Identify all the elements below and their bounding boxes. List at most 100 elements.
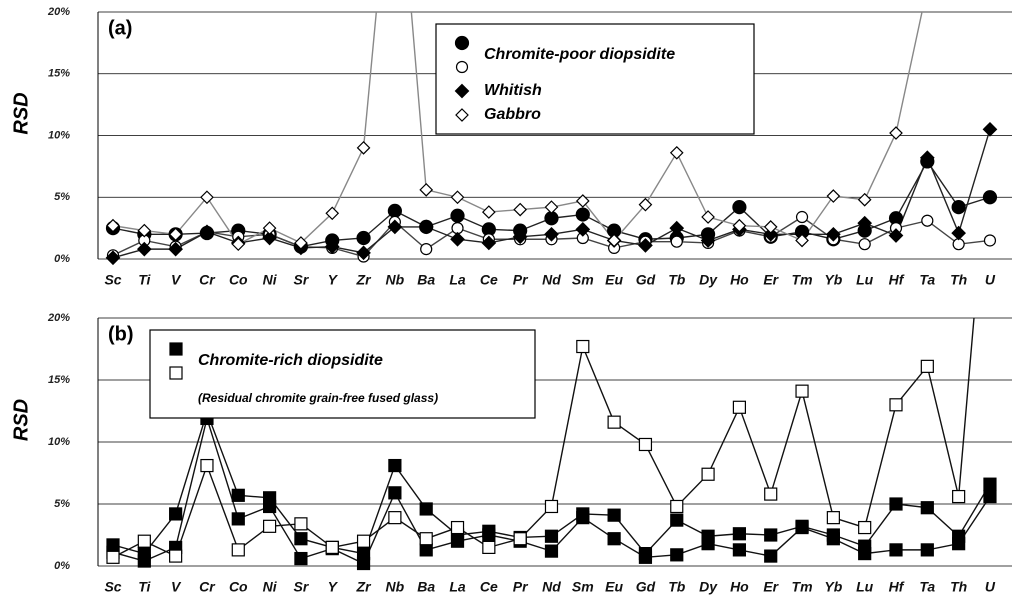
marker xyxy=(481,205,496,219)
x-tick-label: Eu xyxy=(605,579,623,595)
y-tick-label: 10% xyxy=(48,436,70,448)
marker xyxy=(921,214,934,227)
x-tick-label: Th xyxy=(950,579,967,595)
marker xyxy=(951,225,966,241)
x-tick-label: Pr xyxy=(513,579,529,595)
marker xyxy=(169,549,183,563)
marker xyxy=(231,237,246,252)
marker xyxy=(983,477,997,491)
x-tick-label: Th xyxy=(950,272,967,288)
legend-label: Whitish xyxy=(484,82,542,99)
marker xyxy=(575,222,591,237)
marker xyxy=(920,543,934,557)
marker xyxy=(263,499,277,514)
marker xyxy=(325,540,339,555)
marker xyxy=(576,511,590,525)
panel-label: (b) xyxy=(108,323,134,345)
marker xyxy=(858,520,872,535)
marker xyxy=(920,359,934,373)
marker xyxy=(638,238,653,253)
marker xyxy=(607,415,621,429)
marker xyxy=(670,548,684,562)
marker xyxy=(858,546,872,561)
x-tick-label: Hf xyxy=(889,579,905,595)
legend-label: Chromite-rich diopsidite xyxy=(198,352,383,369)
marker xyxy=(418,219,434,235)
marker xyxy=(481,235,497,251)
x-tick-label: La xyxy=(449,272,466,288)
marker xyxy=(356,230,371,246)
marker xyxy=(356,556,371,571)
legend-marker xyxy=(169,366,183,380)
marker xyxy=(419,182,434,197)
x-tick-label: U xyxy=(985,272,996,288)
marker xyxy=(795,210,809,224)
x-tick-label: Zr xyxy=(356,272,373,288)
marker xyxy=(701,210,715,224)
marker xyxy=(513,202,528,217)
marker xyxy=(544,544,559,558)
marker xyxy=(105,250,121,266)
x-tick-label: Nb xyxy=(386,579,405,595)
plot xyxy=(106,318,997,571)
x-tick-label: Lu xyxy=(856,579,874,595)
marker xyxy=(764,528,778,542)
marker xyxy=(544,529,559,543)
x-tick-label: Y xyxy=(328,272,339,288)
x-tick-label: Ni xyxy=(263,579,278,595)
x-tick-label: Yb xyxy=(824,579,842,595)
marker xyxy=(982,121,998,137)
y-tick-label: 15% xyxy=(48,68,70,80)
marker xyxy=(795,520,809,535)
x-tick-label: Zr xyxy=(356,579,373,595)
marker xyxy=(826,511,840,525)
marker xyxy=(136,241,152,257)
marker xyxy=(670,235,683,248)
marker xyxy=(263,519,277,533)
marker xyxy=(419,543,433,557)
marker xyxy=(106,218,120,233)
legend-marker xyxy=(455,60,469,74)
marker xyxy=(920,501,934,515)
marker xyxy=(888,228,904,243)
x-tick-label: Ta xyxy=(919,272,935,288)
marker xyxy=(482,528,496,542)
marker xyxy=(919,150,935,166)
marker xyxy=(231,543,245,557)
marker xyxy=(764,487,778,501)
marker xyxy=(387,219,403,235)
marker xyxy=(262,230,277,246)
marker xyxy=(544,226,559,242)
marker xyxy=(388,511,402,525)
marker xyxy=(638,550,653,564)
y-tick-label: 15% xyxy=(48,374,70,386)
marker xyxy=(732,400,747,414)
x-tick-label: La xyxy=(449,579,466,595)
marker xyxy=(294,551,308,566)
marker xyxy=(669,220,685,236)
x-tick-label: Nd xyxy=(542,272,561,288)
panel: 0% 5% 10% 15% 20% RSD (b) Sc Ti V Cr Co Ni Sr Y Zr Nb Ba L… xyxy=(10,312,1012,595)
x-tick-label: Sc xyxy=(104,272,121,288)
marker xyxy=(482,540,496,555)
marker xyxy=(450,231,465,247)
marker xyxy=(607,508,621,522)
marker xyxy=(983,489,997,504)
marker xyxy=(795,233,809,248)
marker xyxy=(231,488,245,502)
x-tick-label: Cr xyxy=(199,272,216,288)
marker xyxy=(512,229,528,245)
marker xyxy=(356,141,371,155)
plot xyxy=(105,12,998,266)
marker xyxy=(889,497,903,511)
legend-label: Gabbro xyxy=(484,106,541,123)
marker xyxy=(826,189,841,203)
y-tick-label: 5% xyxy=(54,498,70,510)
x-tick-label: Ce xyxy=(480,272,498,288)
x-tick-label: Ba xyxy=(417,579,435,595)
x-tick-label: Co xyxy=(229,272,248,288)
marker xyxy=(387,203,402,218)
marker xyxy=(576,339,590,354)
marker xyxy=(826,226,841,242)
